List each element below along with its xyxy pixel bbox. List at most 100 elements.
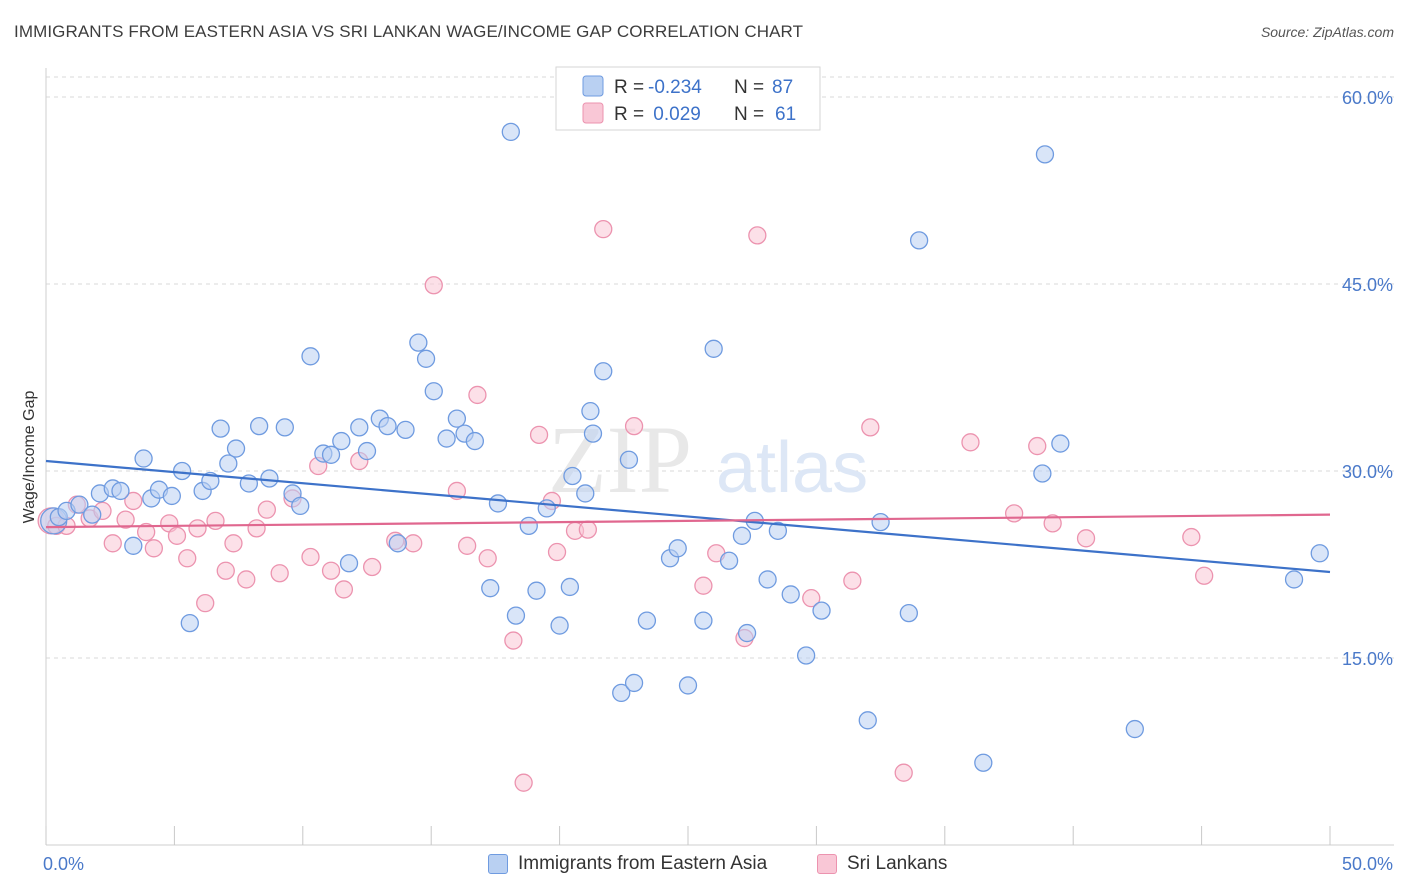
data-point	[624, 673, 644, 693]
data-point	[226, 439, 246, 458]
watermark: ZIP atlas	[548, 406, 868, 513]
data-point	[563, 466, 582, 486]
data-point	[83, 505, 102, 524]
data-point	[1033, 464, 1052, 483]
data-point	[350, 418, 369, 437]
data-point	[396, 420, 415, 440]
data-point	[321, 445, 341, 464]
data-point	[861, 418, 880, 437]
legend-item-sri-lankans: Sri Lankans	[817, 851, 947, 877]
data-point	[1195, 566, 1214, 585]
legend-n-label-1: N =	[734, 77, 764, 98]
data-point	[1284, 570, 1304, 589]
data-point	[124, 536, 143, 555]
data-point	[424, 382, 443, 401]
data-point	[501, 122, 520, 142]
legend-n-label-2: N =	[734, 104, 764, 125]
data-point	[224, 534, 243, 553]
data-point	[388, 534, 407, 553]
data-point	[612, 683, 631, 703]
data-point	[478, 549, 497, 568]
y-tick-label: 60.0%	[1342, 88, 1393, 108]
data-point	[583, 424, 603, 443]
data-point	[1028, 436, 1047, 456]
y-tick-labels: 15.0% 30.0% 45.0% 60.0%	[1342, 88, 1393, 669]
correlation-legend: R = -0.234 N = 87 R = 0.029 N = 61	[555, 66, 821, 131]
data-point	[719, 551, 739, 570]
data-point	[694, 576, 713, 595]
data-point	[737, 623, 757, 643]
data-point	[196, 593, 215, 613]
data-point	[180, 613, 199, 633]
data-point	[678, 676, 698, 695]
data-point	[137, 522, 156, 542]
data-point	[301, 347, 320, 366]
data-point	[550, 616, 569, 635]
data-point	[704, 339, 723, 358]
data-point	[858, 711, 877, 730]
data-point	[796, 646, 816, 665]
data-point	[447, 409, 467, 428]
data-point	[424, 276, 443, 295]
data-point	[802, 589, 821, 608]
legend-label-eastern-asia: Immigrants from Eastern Asia	[518, 853, 768, 874]
data-point	[249, 416, 269, 436]
legend-r-value-2: 0.029	[648, 104, 701, 125]
watermark-atlas: atlas	[716, 428, 868, 508]
data-point	[409, 333, 428, 352]
data-point	[134, 449, 153, 468]
legend-r-label-2: R =	[614, 104, 644, 125]
trend-line-eastern-asia	[45, 459, 1331, 574]
data-point	[974, 753, 993, 772]
data-point	[637, 611, 657, 630]
data-point	[188, 519, 207, 538]
data-point	[843, 571, 862, 590]
chart-title: IMMIGRANTS FROM EASTERN ASIA VS SRI LANK…	[14, 22, 804, 41]
data-point	[301, 547, 320, 567]
data-point	[275, 418, 294, 437]
data-point	[547, 542, 567, 562]
data-point	[211, 419, 230, 438]
data-point	[458, 536, 477, 555]
data-point	[1310, 544, 1329, 563]
data-point	[1182, 527, 1201, 547]
series-eastern-asia	[40, 122, 1329, 772]
data-point	[334, 580, 354, 599]
data-point	[437, 429, 456, 448]
data-point	[758, 570, 777, 589]
data-point	[594, 219, 613, 239]
data-point	[1125, 719, 1144, 739]
y-tick-label: 15.0%	[1342, 649, 1393, 669]
data-point	[748, 226, 767, 245]
legend-item-eastern-asia: Immigrants from Eastern Asia	[488, 851, 767, 877]
x-tick-label: 0.0%	[43, 854, 84, 874]
data-point	[488, 494, 508, 513]
legend-swatch-sri-lankans	[817, 854, 837, 874]
y-tick-label: 45.0%	[1342, 275, 1393, 295]
data-point	[237, 570, 256, 589]
data-point	[668, 539, 687, 558]
axes	[45, 68, 1394, 846]
data-point	[812, 601, 831, 620]
data-point	[560, 577, 580, 597]
trend-line-sri-lankans	[45, 513, 1331, 529]
data-point	[768, 521, 788, 540]
x-tick-labels: 0.0% 50.0%	[43, 854, 1393, 874]
data-point	[1035, 145, 1055, 164]
data-point	[339, 554, 359, 573]
data-point	[404, 534, 423, 553]
data-point	[116, 510, 135, 529]
data-point	[219, 454, 238, 473]
data-point	[357, 441, 377, 461]
data-point	[70, 495, 89, 514]
data-point	[894, 763, 913, 782]
data-point	[519, 516, 538, 536]
data-point	[1051, 434, 1070, 453]
data-point	[291, 496, 310, 516]
data-point	[416, 349, 436, 368]
data-point	[961, 433, 980, 452]
data-point	[527, 581, 546, 600]
source-label: Source: ZipAtlas.com	[1260, 24, 1394, 40]
data-point	[362, 557, 382, 577]
